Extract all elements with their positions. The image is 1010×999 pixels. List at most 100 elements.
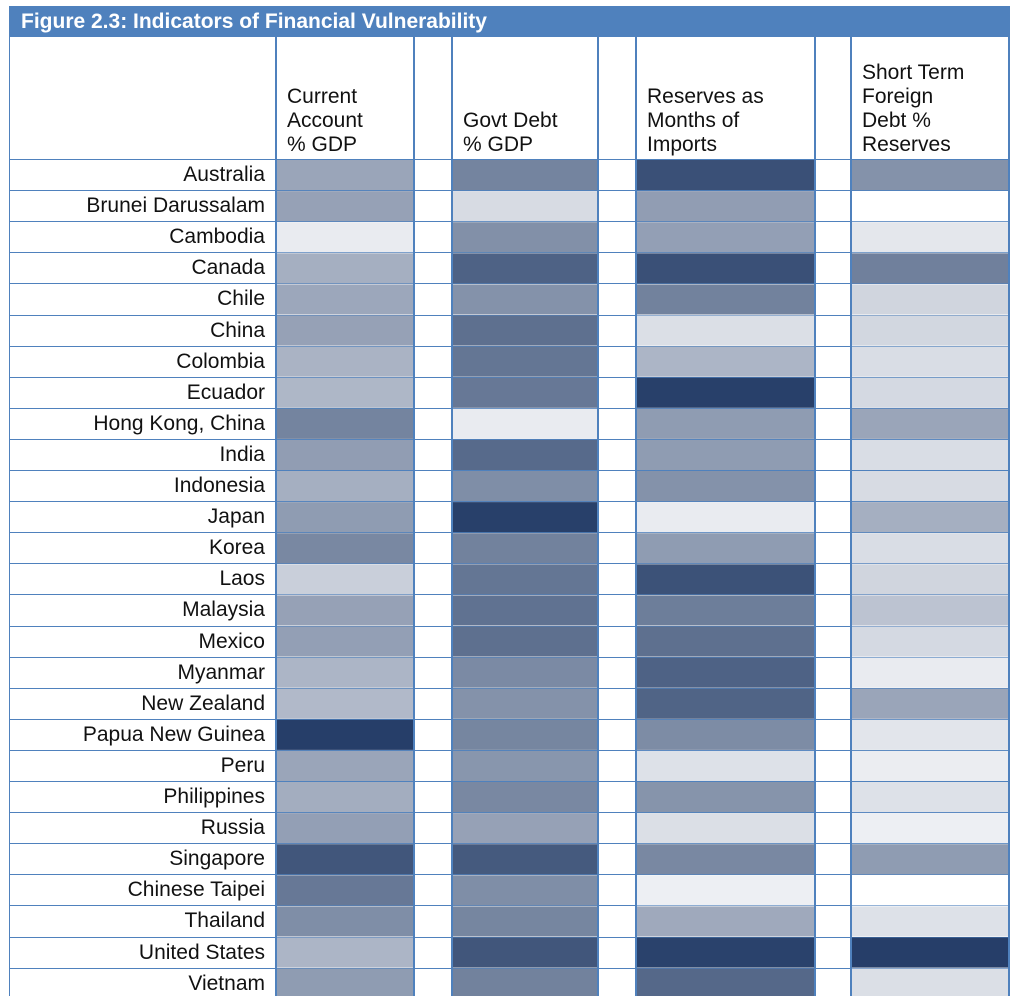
heat-cell bbox=[637, 626, 814, 657]
heat-cell bbox=[453, 906, 597, 937]
heat-cell bbox=[637, 844, 814, 875]
row-divider bbox=[9, 718, 1010, 720]
heat-cell bbox=[277, 968, 413, 996]
heat-cell bbox=[453, 346, 597, 377]
row-divider bbox=[9, 905, 1010, 907]
heat-cell bbox=[852, 937, 1008, 968]
column-box-3 bbox=[850, 37, 1010, 996]
heat-cell bbox=[852, 688, 1008, 719]
heat-cell bbox=[637, 782, 814, 813]
heat-cell bbox=[277, 191, 413, 222]
heat-cell bbox=[637, 191, 814, 222]
row-divider bbox=[9, 376, 1010, 378]
heat-cell bbox=[277, 657, 413, 688]
heat-cell bbox=[277, 253, 413, 284]
heat-cell bbox=[637, 595, 814, 626]
row-label: New Zealand bbox=[141, 691, 265, 715]
row-label: Hong Kong, China bbox=[93, 411, 265, 435]
heat-cell bbox=[637, 875, 814, 906]
column-header: Short Term Foreign Debt % Reserves bbox=[862, 61, 965, 156]
heat-cell bbox=[637, 502, 814, 533]
heat-cell bbox=[453, 750, 597, 781]
heat-cell bbox=[637, 937, 814, 968]
row-divider bbox=[9, 470, 1010, 471]
heat-cell bbox=[852, 564, 1008, 595]
heat-cell bbox=[852, 222, 1008, 253]
heat-cell bbox=[637, 564, 814, 595]
heat-cell bbox=[852, 906, 1008, 937]
heat-cell bbox=[852, 408, 1008, 439]
column-box-1 bbox=[451, 37, 599, 996]
heat-cell bbox=[852, 968, 1008, 996]
row-divider bbox=[9, 438, 1010, 440]
row-label: Singapore bbox=[169, 847, 265, 871]
heat-cell bbox=[277, 782, 413, 813]
heat-cell bbox=[277, 315, 413, 346]
heat-cell bbox=[852, 439, 1008, 470]
heat-cell bbox=[277, 750, 413, 781]
heat-cell bbox=[277, 719, 413, 750]
row-divider bbox=[9, 501, 1010, 503]
row-label: Papua New Guinea bbox=[82, 722, 265, 746]
heat-cell bbox=[453, 937, 597, 968]
heat-cell bbox=[852, 657, 1008, 688]
row-divider bbox=[9, 159, 1010, 160]
row-divider bbox=[9, 874, 1010, 876]
row-divider bbox=[9, 812, 1010, 814]
heat-cell bbox=[453, 533, 597, 564]
row-label: Chinese Taipei bbox=[127, 878, 265, 902]
heat-cell bbox=[637, 906, 814, 937]
heat-cell bbox=[453, 875, 597, 906]
heat-cell bbox=[277, 533, 413, 564]
row-divider bbox=[9, 625, 1010, 627]
row-label: Ecuador bbox=[186, 380, 265, 404]
row-divider bbox=[9, 314, 1010, 316]
heat-cell bbox=[637, 750, 814, 781]
heat-cell bbox=[852, 813, 1008, 844]
heat-cell bbox=[852, 284, 1008, 315]
heat-cell bbox=[637, 346, 814, 377]
row-label: Thailand bbox=[184, 909, 265, 933]
row-label: United States bbox=[138, 940, 265, 964]
heat-cell bbox=[277, 906, 413, 937]
heat-cell bbox=[453, 626, 597, 657]
row-label: Colombia bbox=[176, 349, 265, 373]
heat-cell bbox=[453, 191, 597, 222]
heat-cell bbox=[637, 408, 814, 439]
heat-cell bbox=[637, 813, 814, 844]
heat-cell bbox=[277, 222, 413, 253]
heat-cell bbox=[453, 377, 597, 408]
heat-cell bbox=[637, 968, 814, 996]
heat-cell bbox=[852, 160, 1008, 191]
heat-cell bbox=[852, 253, 1008, 284]
heat-cell bbox=[453, 719, 597, 750]
heat-cell bbox=[637, 439, 814, 470]
heat-cell bbox=[852, 844, 1008, 875]
row-divider bbox=[9, 843, 1010, 845]
heat-cell bbox=[277, 813, 413, 844]
row-label: Laos bbox=[219, 567, 265, 591]
heat-cell bbox=[852, 346, 1008, 377]
row-divider bbox=[9, 283, 1010, 285]
heat-cell bbox=[453, 284, 597, 315]
heat-cell bbox=[453, 439, 597, 470]
figure-title: Figure 2.3: Indicators of Financial Vuln… bbox=[9, 6, 1010, 37]
row-label: Chile bbox=[217, 287, 265, 311]
row-label: Korea bbox=[208, 536, 265, 560]
heat-cell bbox=[277, 875, 413, 906]
row-label: Cambodia bbox=[169, 225, 265, 249]
heat-cell bbox=[277, 844, 413, 875]
heat-cell bbox=[277, 471, 413, 502]
row-label: Philippines bbox=[163, 785, 265, 808]
heat-cell bbox=[637, 533, 814, 564]
row-divider bbox=[9, 967, 1010, 969]
heat-cell bbox=[453, 782, 597, 813]
heat-cell bbox=[852, 471, 1008, 502]
heat-cell bbox=[637, 719, 814, 750]
row-label: Vietnam bbox=[188, 971, 265, 995]
row-divider bbox=[9, 221, 1010, 223]
heat-cell bbox=[637, 284, 814, 315]
heat-cell bbox=[277, 408, 413, 439]
heat-cell bbox=[453, 844, 597, 875]
